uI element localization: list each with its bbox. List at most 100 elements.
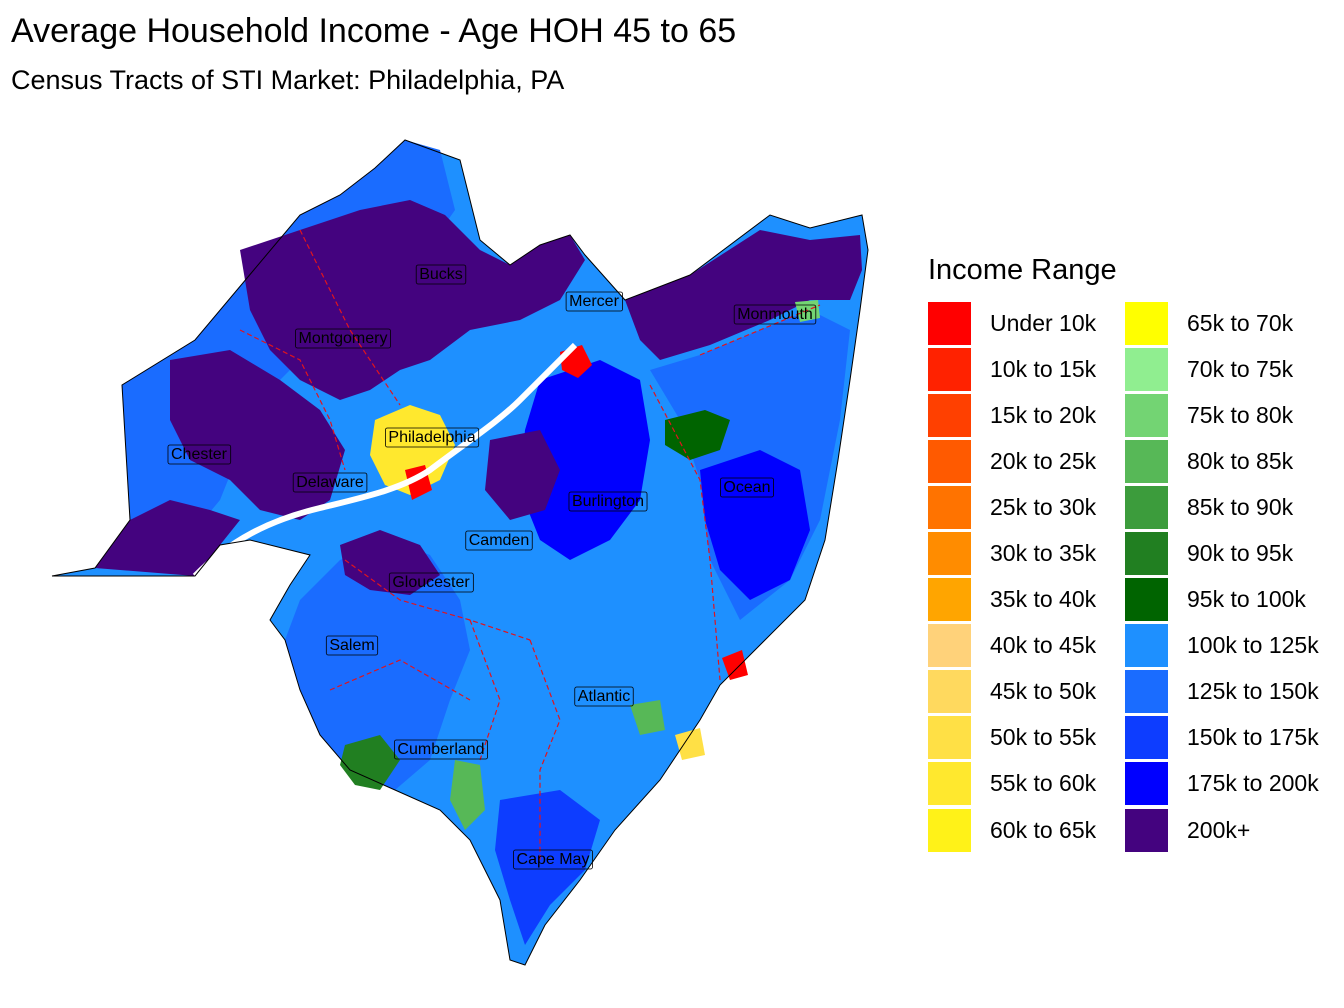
county-label: Salem (325, 635, 379, 656)
legend-swatch (1125, 301, 1168, 345)
legend-swatch (928, 716, 971, 760)
legend-column-1: Under 10k 10k to 15k 15k to 20k 20k to 25k 2… (928, 300, 1125, 853)
legend-item: 125k to 150k (1125, 669, 1322, 715)
legend-swatch (1125, 347, 1168, 391)
legend-label: 100k to 125k (1187, 632, 1319, 659)
legend-swatch (928, 808, 971, 852)
county-label: Gloucester (388, 572, 474, 593)
delaware-river (192, 342, 578, 579)
county-label: Burlington (568, 491, 648, 512)
county-label-text: Mercer (569, 293, 619, 310)
region-outline (51, 139, 869, 966)
legend: Income Range Under 10k 10k to 15k 15k to 2… (928, 252, 1338, 853)
legend-item: Under 10k (928, 300, 1125, 346)
legend-swatch (1125, 393, 1168, 437)
legend-label: 15k to 20k (990, 401, 1097, 428)
county-label: Philadelphia (385, 427, 480, 448)
legend-label: 200k+ (1187, 816, 1251, 843)
county-label-text: Salem (329, 637, 374, 654)
legend-item: 35k to 40k (928, 577, 1125, 623)
legend-label: 20k to 25k (990, 447, 1097, 474)
county-label-box (385, 427, 480, 448)
legend-swatch (1125, 485, 1168, 529)
county-label: Mercer (565, 291, 623, 312)
legend-item: 10k to 15k (928, 346, 1125, 392)
county-label: Cape May (513, 849, 593, 870)
legend-swatch (928, 670, 971, 714)
map-title: Average Household Income - Age HOH 45 to… (11, 12, 737, 50)
county-label-text: Ocean (723, 479, 770, 496)
legend-label: 10k to 15k (990, 355, 1097, 382)
legend-item: 30k to 35k (928, 530, 1125, 576)
legend-item: 85k to 90k (1125, 484, 1322, 530)
county-label-text: Gloucester (392, 574, 470, 591)
county-label-text: Camden (469, 532, 529, 549)
legend-swatch (1125, 578, 1168, 622)
county-label-text: Bucks (419, 266, 463, 283)
legend-title: Income Range (928, 254, 1117, 286)
county-label-box (565, 291, 623, 312)
county-label-text: Cumberland (397, 741, 484, 758)
legend-label: 95k to 100k (1187, 586, 1306, 613)
legend-item: 75k to 80k (1125, 392, 1322, 438)
county-label: Camden (465, 530, 533, 551)
legend-item: 175k to 200k (1125, 761, 1322, 807)
legend-label: 175k to 200k (1187, 770, 1319, 797)
legend-label: 50k to 55k (990, 724, 1097, 751)
county-label-box (733, 304, 817, 325)
legend-swatch (928, 301, 971, 345)
legend-swatch (1125, 670, 1168, 714)
legend-columns: Under 10k 10k to 15k 15k to 20k 20k to 25k 2… (928, 300, 1338, 853)
legend-item: 90k to 95k (1125, 530, 1322, 576)
legend-label: Under 10k (990, 309, 1097, 336)
county-label-text: Philadelphia (388, 429, 475, 446)
county-label-box (167, 444, 232, 465)
region-200k-chester-s (95, 500, 240, 576)
county-label-text: Chester (171, 446, 228, 463)
county-label-box (720, 477, 774, 498)
county-label-text: Delaware (296, 474, 364, 491)
legend-item: 70k to 75k (1125, 346, 1322, 392)
region-75k-monmouth (795, 300, 820, 322)
region-175k-ocean (700, 450, 810, 600)
legend-item: 65k to 70k (1125, 300, 1322, 346)
legend-label: 125k to 150k (1187, 678, 1319, 705)
county-label-text: Atlantic (578, 688, 630, 705)
legend-label: 30k to 35k (990, 540, 1097, 567)
region-90k-cumberland (340, 735, 400, 790)
county-borders (239, 229, 821, 860)
legend-label: 80k to 85k (1187, 447, 1294, 474)
legend-swatch (1125, 762, 1168, 806)
legend-item: 45k to 50k (928, 669, 1125, 715)
legend-swatch (1125, 624, 1168, 668)
region-80k-cumberland (450, 760, 485, 830)
legend-swatch (1125, 716, 1168, 760)
county-label: Ocean (720, 477, 774, 498)
county-label: Delaware (292, 472, 368, 493)
county-label-text: Monmouth (737, 306, 813, 323)
legend-label: 150k to 175k (1187, 724, 1319, 751)
legend-swatch (928, 439, 971, 483)
legend-item: 40k to 45k (928, 623, 1125, 669)
county-label: Monmouth (733, 304, 817, 325)
county-label-text: Burlington (572, 493, 644, 510)
county-label-box (415, 264, 467, 285)
county-label: Atlantic (574, 686, 634, 707)
county-label-box (568, 491, 648, 512)
legend-swatch (928, 762, 971, 806)
county-label-box (574, 686, 634, 707)
region-80k-atlantic (630, 700, 665, 735)
county-label: Cumberland (394, 739, 488, 760)
legend-label: 85k to 90k (1187, 493, 1294, 520)
choropleth-map: Bucks Mercer Monmouth Montgomery Philadelphi… (51, 139, 869, 966)
county-label: Bucks (415, 264, 467, 285)
legend-label: 60k to 65k (990, 816, 1097, 843)
legend-label: 90k to 95k (1187, 540, 1294, 567)
legend-swatch (1125, 808, 1168, 852)
legend-swatch (928, 578, 971, 622)
region-200k-chester (170, 350, 345, 520)
legend-label: 40k to 45k (990, 632, 1097, 659)
legend-item: 55k to 60k (928, 761, 1125, 807)
legend-item: 200k+ (1125, 807, 1322, 853)
legend-swatch (928, 532, 971, 576)
